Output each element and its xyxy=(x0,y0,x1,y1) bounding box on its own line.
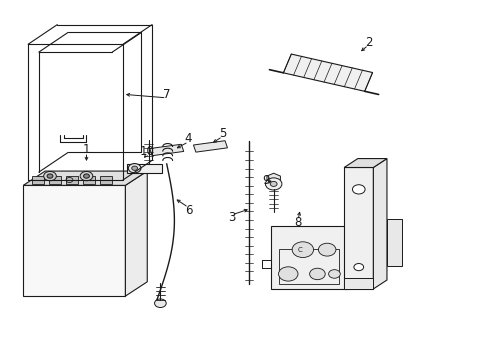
Text: 9: 9 xyxy=(262,174,269,186)
Bar xyxy=(278,249,339,284)
Bar xyxy=(23,185,125,296)
Text: 6: 6 xyxy=(184,204,192,217)
Circle shape xyxy=(131,166,137,170)
Circle shape xyxy=(309,268,325,280)
Bar xyxy=(32,176,44,184)
Bar xyxy=(66,176,78,184)
Text: 1: 1 xyxy=(82,143,90,156)
Polygon shape xyxy=(193,141,227,152)
Bar xyxy=(100,176,112,184)
Circle shape xyxy=(128,163,141,173)
Polygon shape xyxy=(125,171,147,296)
Polygon shape xyxy=(283,54,372,91)
Text: 3: 3 xyxy=(228,211,236,224)
Polygon shape xyxy=(266,173,280,185)
Circle shape xyxy=(291,242,313,257)
Text: 8: 8 xyxy=(294,216,301,229)
Polygon shape xyxy=(23,171,147,185)
Circle shape xyxy=(47,174,53,178)
Bar xyxy=(271,226,346,289)
Circle shape xyxy=(80,171,93,181)
Circle shape xyxy=(83,174,89,178)
Bar xyxy=(49,176,61,184)
Text: 2: 2 xyxy=(364,36,371,49)
Bar xyxy=(386,219,401,266)
Circle shape xyxy=(278,267,297,281)
Polygon shape xyxy=(149,144,183,156)
Text: 10: 10 xyxy=(140,145,154,158)
Bar xyxy=(126,164,162,173)
Bar xyxy=(344,278,372,289)
Circle shape xyxy=(154,299,166,307)
Circle shape xyxy=(270,181,277,186)
Circle shape xyxy=(353,264,363,271)
Circle shape xyxy=(328,270,340,278)
Polygon shape xyxy=(344,158,386,167)
Circle shape xyxy=(352,185,365,194)
Text: C: C xyxy=(297,247,302,253)
Text: 4: 4 xyxy=(184,132,192,145)
Circle shape xyxy=(265,178,282,190)
Circle shape xyxy=(43,171,56,181)
Bar xyxy=(83,176,95,184)
Polygon shape xyxy=(372,158,386,289)
Bar xyxy=(344,167,372,289)
Text: 5: 5 xyxy=(219,127,226,140)
Circle shape xyxy=(318,243,335,256)
Text: 7: 7 xyxy=(163,88,170,101)
